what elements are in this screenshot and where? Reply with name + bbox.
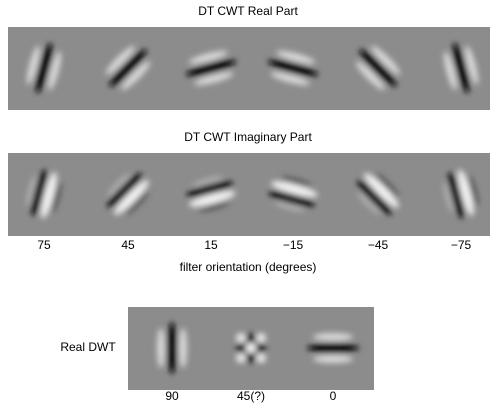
panel-title: DT CWT Real Part: [198, 4, 298, 18]
orientation-label: 75: [37, 238, 51, 252]
orientation-label: −15: [283, 238, 304, 252]
dwt-image: [128, 307, 374, 390]
orientation-label: 15: [204, 238, 218, 252]
panel-title: DT CWT Imaginary Part: [184, 130, 312, 144]
axis-label: filter orientation (degrees): [180, 260, 317, 274]
imaginary-part-image: [8, 153, 490, 236]
orientation-label: −75: [451, 238, 472, 252]
orientation-label: −45: [368, 238, 389, 252]
dwt-orientation-label: 0: [330, 389, 337, 403]
dwt-orientation-label: 45(?): [237, 389, 265, 403]
real-part-image: [8, 27, 490, 110]
dwt-orientation-label: 90: [165, 389, 179, 403]
orientation-label: 45: [121, 238, 135, 252]
dwt-label: Real DWT: [60, 340, 116, 354]
